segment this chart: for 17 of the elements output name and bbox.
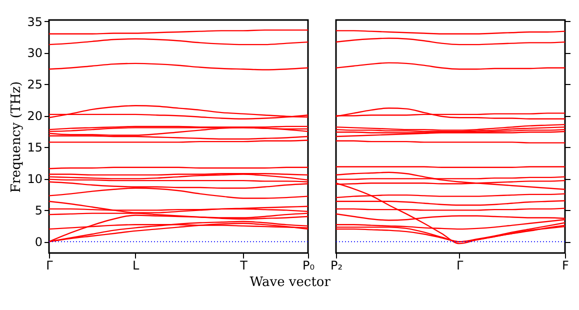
y-axis-title: Frequency (THz) bbox=[9, 81, 24, 193]
y-tick-label: 5 bbox=[34, 204, 42, 218]
y-tick-label: 0 bbox=[34, 235, 42, 250]
y-tick-label: 20 bbox=[27, 109, 42, 124]
x-tick-label: Γ bbox=[456, 258, 464, 272]
x-tick-label: F bbox=[562, 258, 570, 272]
x-tick-label: Γ bbox=[46, 258, 54, 272]
y-tick-label: 35 bbox=[27, 14, 42, 29]
y-tick-label: 30 bbox=[27, 46, 42, 60]
y-tick-label: 15 bbox=[27, 140, 42, 155]
x-tick-label: L bbox=[132, 258, 140, 272]
y-tick-label: 10 bbox=[27, 172, 42, 186]
x-tick-label: P₀ bbox=[302, 258, 315, 272]
x-tick-label: T bbox=[239, 258, 248, 272]
x-axis-title: Wave vector bbox=[250, 274, 332, 290]
y-tick-label: 25 bbox=[27, 78, 42, 92]
x-tick-label: P₂ bbox=[330, 258, 343, 272]
